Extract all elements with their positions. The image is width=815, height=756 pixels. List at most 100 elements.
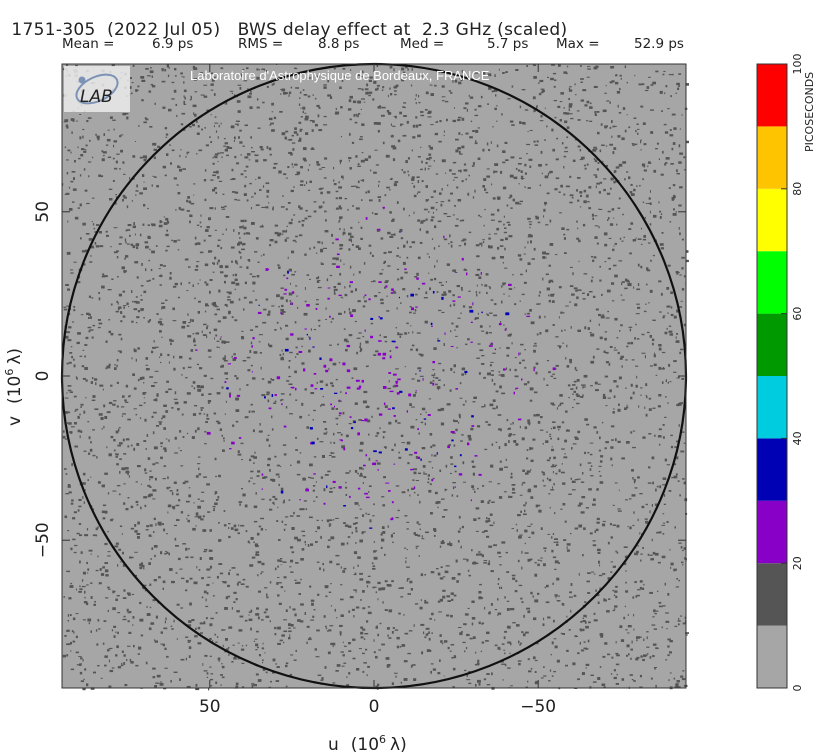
delay-speckle: [624, 129, 627, 133]
delay-speckle: [564, 120, 568, 124]
delay-speckle: [295, 174, 299, 176]
delay-speckle: [542, 256, 546, 259]
delay-speckle: [657, 561, 661, 564]
delay-speckle: [191, 123, 195, 127]
delay-speckle: [546, 125, 548, 128]
delay-speckle: [557, 105, 561, 108]
delay-speckle: [365, 340, 369, 344]
delay-speckle: [162, 587, 164, 590]
delay-speckle: [309, 463, 313, 467]
delay-speckle: [251, 151, 255, 153]
delay-speckle: [613, 147, 617, 150]
delay-speckle: [417, 191, 421, 193]
delay-speckle: [86, 312, 90, 315]
delay-speckle: [160, 551, 163, 555]
delay-speckle: [367, 606, 371, 608]
delay-speckle: [205, 617, 208, 620]
delay-speckle: [379, 622, 382, 625]
delay-speckle: [234, 278, 238, 282]
delay-speckle: [141, 586, 145, 589]
delay-speckle: [97, 137, 100, 141]
delay-speckle: [192, 333, 195, 335]
delay-speckle: [508, 197, 511, 199]
delay-speckle: [283, 425, 287, 428]
delay-speckle: [73, 177, 75, 180]
delay-speckle: [298, 103, 301, 106]
delay-speckle: [558, 64, 561, 67]
delay-speckle: [440, 422, 445, 426]
delay-speckle: [203, 590, 207, 594]
delay-speckle: [205, 598, 207, 602]
delay-speckle: [611, 439, 614, 441]
delay-speckle: [415, 116, 418, 119]
delay-speckle: [367, 419, 371, 423]
delay-speckle: [552, 533, 555, 535]
delay-speckle: [144, 504, 147, 508]
delay-speckle: [255, 204, 260, 206]
delay-speckle: [373, 503, 375, 506]
delay-speckle: [429, 287, 431, 291]
delay-speckle: [629, 191, 633, 194]
delay-speckle: [670, 445, 674, 449]
delay-speckle: [103, 133, 105, 136]
delay-speckle: [519, 121, 522, 124]
delay-speckle: [391, 340, 396, 343]
delay-speckle: [316, 561, 320, 563]
delay-speckle: [487, 73, 492, 77]
delay-speckle: [413, 486, 416, 490]
delay-speckle: [186, 325, 190, 327]
delay-speckle: [567, 185, 570, 188]
delay-speckle: [446, 614, 450, 617]
delay-speckle: [251, 683, 255, 685]
delay-speckle: [531, 531, 535, 535]
delay-speckle: [665, 659, 668, 661]
delay-speckle: [324, 666, 327, 669]
delay-speckle: [102, 155, 105, 157]
delay-speckle: [170, 680, 172, 683]
delay-speckle: [266, 146, 269, 149]
delay-speckle: [404, 632, 409, 635]
delay-speckle: [583, 374, 588, 378]
delay-speckle: [529, 165, 532, 168]
delay-speckle: [441, 540, 444, 542]
delay-speckle: [435, 121, 438, 123]
delay-speckle: [123, 662, 126, 665]
delay-speckle: [415, 480, 419, 481]
delay-speckle: [593, 612, 596, 615]
delay-speckle: [149, 70, 154, 74]
delay-speckle: [618, 376, 622, 380]
delay-speckle: [508, 295, 510, 297]
delay-speckle: [503, 223, 505, 226]
delay-speckle: [340, 566, 342, 569]
delay-speckle: [155, 682, 160, 684]
delay-speckle: [596, 521, 600, 524]
delay-speckle: [209, 637, 212, 641]
delay-speckle: [94, 408, 99, 410]
delay-speckle: [314, 97, 317, 100]
delay-speckle: [476, 255, 480, 258]
delay-speckle: [244, 281, 247, 285]
delay-speckle: [490, 464, 494, 468]
delay-speckle: [524, 542, 526, 545]
delay-speckle: [274, 394, 277, 396]
delay-speckle: [597, 131, 600, 135]
delay-speckle: [579, 149, 582, 152]
delay-speckle: [525, 631, 529, 634]
delay-speckle: [597, 552, 601, 554]
delay-speckle: [347, 536, 351, 538]
delay-speckle: [285, 664, 288, 668]
delay-speckle: [262, 253, 265, 256]
delay-speckle: [406, 521, 410, 523]
delay-speckle: [645, 503, 648, 506]
delay-speckle: [520, 175, 524, 179]
delay-speckle: [662, 150, 664, 154]
delay-speckle: [343, 328, 346, 330]
delay-speckle: [373, 586, 377, 588]
delay-speckle: [320, 404, 322, 407]
delay-speckle: [90, 245, 94, 249]
delay-speckle: [554, 560, 559, 564]
delay-speckle: [464, 613, 469, 616]
delay-speckle: [143, 567, 145, 570]
delay-speckle: [666, 521, 669, 523]
delay-speckle: [288, 360, 291, 362]
